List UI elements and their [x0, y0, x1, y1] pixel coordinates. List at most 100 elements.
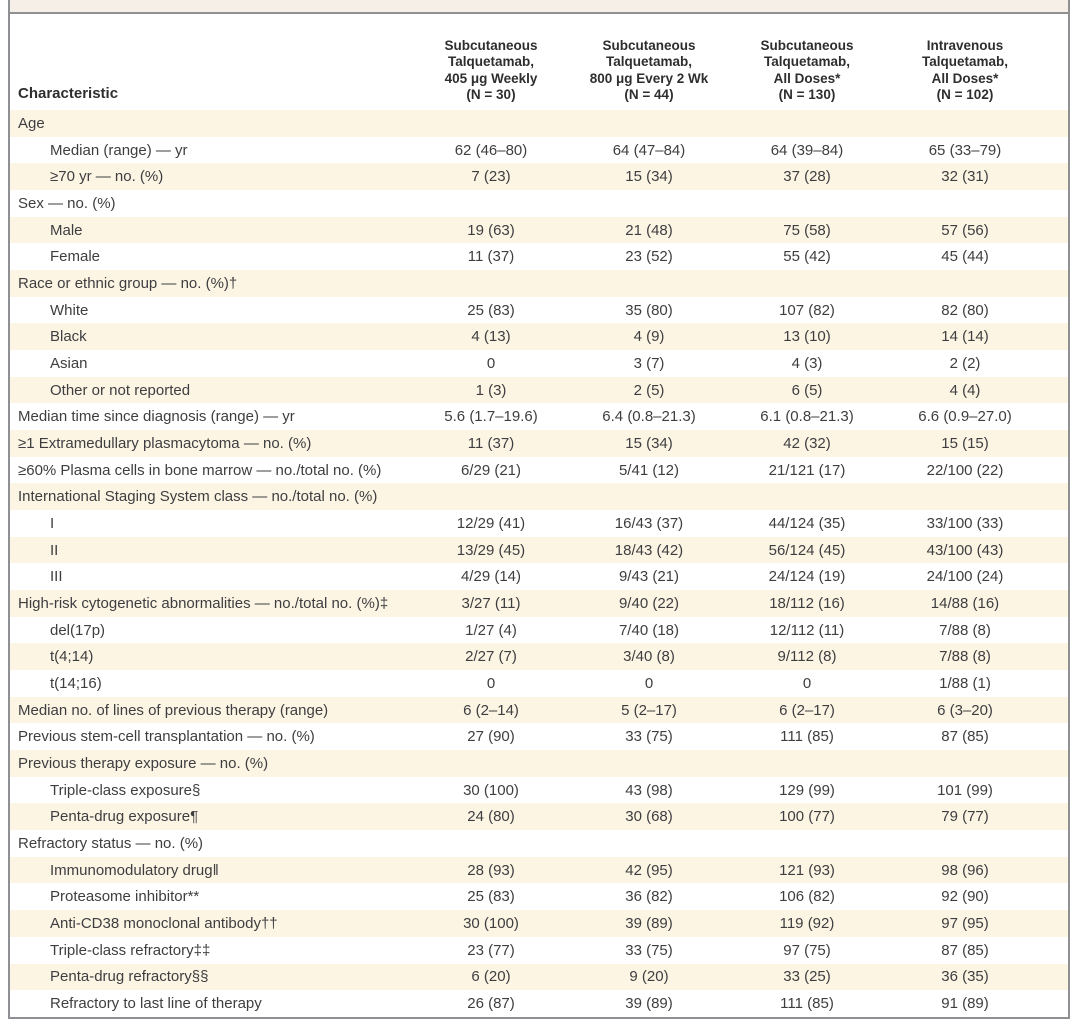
cell-value: 0: [486, 674, 496, 692]
cell-value: 44/124 (35): [768, 514, 846, 532]
column-header-sc-405ug-weekly: Subcutaneous Talquetamab, 405 μg Weekly …: [444, 38, 538, 102]
cell-value: 15 (34): [625, 434, 673, 452]
table-row: Immunomodulatory drug‖ 28 (93) 42 (95) 121 …: [10, 856, 1068, 884]
table-row: Proteasome inhibitor** 25 (83) 36 (82) 106 …: [10, 883, 1068, 911]
cell-value: 7/88 (8): [939, 621, 991, 639]
cell-value: 12/112 (11): [769, 621, 845, 639]
cell-value: 7/88 (8): [939, 648, 991, 666]
row-label: ≥1 Extramedullary plasmacytoma — no. (%): [18, 434, 312, 452]
table-row: Female 11 (37) 23 (52) 55 (42) 45 (44): [10, 243, 1068, 271]
row-label: II: [50, 541, 59, 559]
table-row: Race or ethnic group — no. (%)†: [10, 270, 1068, 297]
cell-value: 33 (25): [783, 968, 831, 986]
cell-value: 97 (95): [941, 914, 989, 932]
cell-value: 9/40 (22): [618, 594, 680, 612]
cell-value: 36 (82): [625, 888, 673, 906]
cell-value: 43/100 (43): [926, 541, 1004, 559]
cell-value: 1/88 (1): [939, 674, 991, 692]
cell-value: 6/29 (21): [460, 461, 522, 479]
cell-value: 39 (89): [625, 914, 673, 932]
table-row: International Staging System class — no.…: [10, 483, 1068, 511]
row-label: Refractory status — no. (%): [18, 834, 204, 852]
cell-value: 32 (31): [941, 168, 989, 186]
cell-value: 30 (100): [463, 781, 519, 799]
row-label: White: [50, 301, 89, 319]
cell-value: 97 (75): [783, 941, 831, 959]
cell-value: 2 (5): [633, 381, 665, 399]
cell-value: 1 (3): [475, 381, 507, 399]
table-row: Other or not reported 1 (3) 2 (5) 6 (5) 4 (4…: [10, 376, 1068, 404]
row-label: ≥60% Plasma cells in bone marrow — no./t…: [18, 461, 382, 479]
cell-value: 39 (89): [625, 995, 673, 1012]
row-label: Triple-class exposure§: [50, 781, 201, 799]
cell-value: 25 (83): [467, 888, 515, 906]
cell-value: 0: [802, 674, 812, 692]
cell-value: 107 (82): [779, 301, 835, 319]
cell-value: 82 (80): [941, 301, 989, 319]
cell-value: 6.1 (0.8–21.3): [760, 408, 854, 426]
cell-value: 42 (95): [625, 861, 673, 879]
table-row: Triple-class refractory‡‡ 23 (77) 33 (75) 9…: [10, 936, 1068, 964]
cell-value: 91 (89): [941, 995, 989, 1012]
cell-value: 4 (9): [633, 328, 665, 346]
cell-value: 6 (5): [791, 381, 823, 399]
row-label: Age: [18, 114, 45, 132]
cell-value: 7 (23): [471, 168, 511, 186]
row-label: Penta-drug refractory§§: [50, 968, 209, 986]
cell-value: 15 (15): [941, 434, 989, 452]
cell-value: 5.6 (1.7–19.6): [444, 408, 538, 426]
cell-value: 92 (90): [941, 888, 989, 906]
cell-value: 21/121 (17): [768, 461, 846, 479]
cell-value: 43 (98): [625, 781, 673, 799]
table-row: ≥1 Extramedullary plasmacytoma — no. (%)…: [10, 430, 1068, 457]
table-row: III 4/29 (14) 9/43 (21) 24/124 (19) 24/100 (…: [10, 563, 1068, 591]
cell-value: 23 (77): [467, 941, 515, 959]
row-label: I: [50, 514, 55, 532]
table-row: ≥60% Plasma cells in bone marrow — no./t…: [10, 456, 1068, 484]
cell-value: 111 (85): [780, 728, 834, 746]
cell-value: 9/112 (8): [777, 648, 837, 666]
table-row: Asian 0 3 (7) 4 (3) 2 (2): [10, 350, 1068, 377]
table-row: Median time since diagnosis (range) — yr…: [10, 403, 1068, 431]
cell-value: 27 (90): [467, 728, 515, 746]
table-top-strip: [10, 0, 1068, 14]
cell-value: 12/29 (41): [456, 514, 526, 532]
row-label: Triple-class refractory‡‡: [50, 941, 211, 959]
table-row: Black 4 (13) 4 (9) 13 (10) 14 (14): [10, 323, 1068, 351]
column-header-sc-800ug-q2wk: Subcutaneous Talquetamab, 800 μg Every 2…: [589, 38, 709, 102]
cell-value: 42 (32): [783, 434, 831, 452]
table-row: Previous therapy exposure — no. (%): [10, 750, 1068, 777]
table-row: t(14;16) 0 0 0 1/88 (1): [10, 670, 1068, 697]
cell-value: 57 (56): [941, 221, 989, 239]
column-header-sc-all-doses: Subcutaneous Talquetamab, All Doses* (N …: [760, 38, 854, 102]
cell-value: 100 (77): [779, 808, 835, 826]
baseline-characteristics-table: Characteristic Subcutaneous Talquetamab,…: [8, 0, 1070, 1019]
cell-value: 11 (37): [467, 248, 515, 266]
cell-value: 30 (100): [463, 914, 519, 932]
cell-value: 36 (35): [941, 968, 989, 986]
cell-value: 11 (37): [467, 434, 515, 452]
cell-value: 3/40 (8): [623, 648, 675, 666]
cell-value: 24/100 (24): [926, 568, 1004, 586]
row-label: Refractory to last line of therapy: [50, 995, 262, 1012]
cell-value: 4 (3): [791, 354, 823, 372]
cell-value: 2/27 (7): [465, 648, 517, 666]
column-header-characteristic: Characteristic: [18, 85, 119, 102]
cell-value: 106 (82): [779, 888, 835, 906]
cell-value: 19 (63): [467, 221, 515, 239]
cell-value: 21 (48): [625, 221, 673, 239]
table-row: Median no. of lines of previous therapy …: [10, 696, 1068, 724]
cell-value: 87 (85): [941, 941, 989, 959]
table-row: ≥70 yr — no. (%) 7 (23) 15 (34) 37 (28) 32 (…: [10, 163, 1068, 191]
cell-value: 26 (87): [467, 995, 515, 1012]
table-row: Refractory to last line of therapy 26 (87…: [10, 990, 1068, 1017]
cell-value: 13/29 (45): [456, 541, 526, 559]
table-row: Age: [10, 110, 1068, 137]
row-label: Previous therapy exposure — no. (%): [18, 754, 269, 772]
cell-value: 45 (44): [941, 248, 989, 266]
cell-value: 62 (46–80): [454, 141, 528, 159]
row-label: ≥70 yr — no. (%): [50, 168, 164, 186]
cell-value: 87 (85): [941, 728, 989, 746]
cell-value: 33/100 (33): [926, 514, 1004, 532]
